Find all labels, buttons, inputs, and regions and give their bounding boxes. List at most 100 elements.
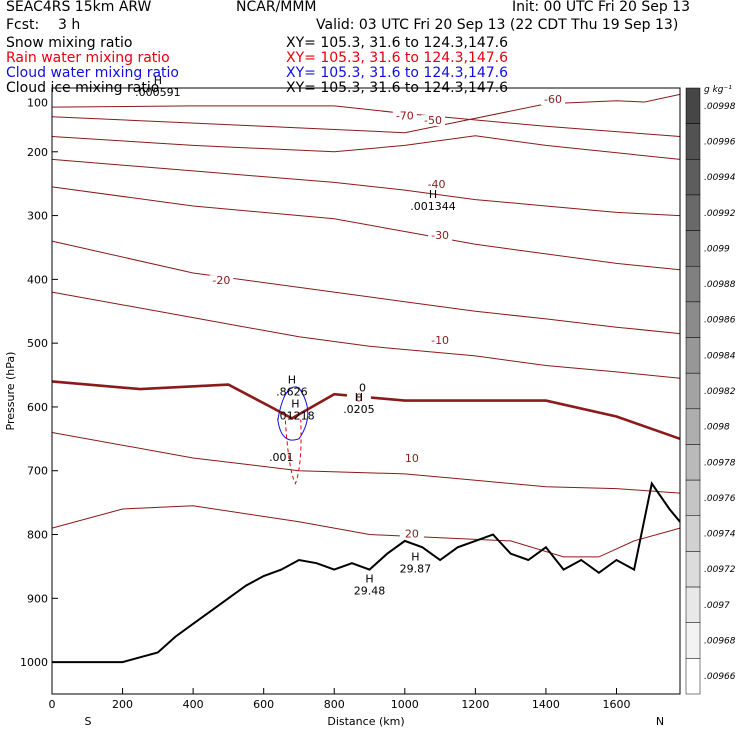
y-tick-label-top: 100 <box>27 97 48 110</box>
contour-label-0: -70 <box>396 110 414 123</box>
colorbar-swatch-0 <box>685 87 701 124</box>
annotation-value-5: 29.87 <box>400 562 432 575</box>
x-tick-label-7: 1400 <box>532 698 560 711</box>
temperature-contour-2 <box>51 135 681 160</box>
colorbar-swatch-2 <box>685 159 701 196</box>
plot-frame <box>51 87 681 695</box>
colorbar-label-13: .00972 <box>704 565 736 575</box>
y-tick-label-8: 1000 <box>20 656 48 669</box>
contour-label-7: 0 <box>355 392 362 405</box>
rain-water-contour <box>284 413 302 485</box>
colorbar-swatch-6 <box>685 301 701 338</box>
contour-label-bg-3 <box>424 178 449 190</box>
annotation-value-0: .000591 <box>135 86 181 99</box>
y-axis-title: Pressure (hPa) <box>4 352 17 431</box>
annotation-h-5: H <box>411 550 419 563</box>
annotation-h-2: H <box>288 374 296 387</box>
colorbar-swatch-8 <box>685 372 701 410</box>
center-name: NCAR/MMM <box>236 0 317 15</box>
temperature-contour-8 <box>51 432 681 494</box>
y-tick-label-5: 700 <box>27 465 48 478</box>
temperature-contour-1 <box>51 93 681 134</box>
contour-label-bg-0 <box>392 110 417 122</box>
y-tick-label-7: 900 <box>27 592 48 605</box>
colorbar-label-6: .00986 <box>704 316 736 326</box>
contour-label-4: -30 <box>431 229 449 242</box>
contour-label-bg-9 <box>399 528 424 540</box>
terrain-line <box>52 481 681 664</box>
contour-label-1: -60 <box>544 93 562 106</box>
y-tick-label-1: 300 <box>27 210 48 223</box>
colorbar-swatch-14 <box>685 586 701 623</box>
colorbar-label-0: .00998 <box>704 102 736 112</box>
contour-label-bg-2 <box>421 115 446 127</box>
contour-label-bg-8 <box>399 453 424 465</box>
x-tick-label-0: 0 <box>49 698 56 711</box>
init-time: Init: 00 UTC Fri 20 Sep 13 <box>512 0 691 15</box>
colorbar-label-11: .00976 <box>704 494 736 504</box>
colorbar-swatch-11 <box>685 479 701 517</box>
x-axis-title: Distance (km) <box>327 715 404 728</box>
colorbar-swatch-4 <box>685 230 701 267</box>
colorbar-label-9: .0098 <box>704 423 730 433</box>
contour-label-6: -10 <box>431 334 449 347</box>
endpoint-label-left: S <box>85 715 92 728</box>
temperature-contour-0 <box>51 105 681 137</box>
annotation-value-1: .001344 <box>410 200 456 213</box>
colorbar-swatch-3 <box>685 194 701 231</box>
fcst-label: Fcst: <box>6 17 40 33</box>
contour-label-bg-4 <box>428 229 453 241</box>
colorbar-label-3: .00992 <box>704 209 736 219</box>
annotation-value-6: 29.48 <box>354 585 386 598</box>
colorbar-swatch-9 <box>685 408 701 445</box>
valid-time: Valid: 03 UTC Fri 20 Sep 13 (22 CDT Thu … <box>316 17 679 33</box>
colorbar-label-12: .00974 <box>704 530 736 540</box>
colorbar-swatch-15 <box>685 622 701 659</box>
colorbar-label-1: .00996 <box>704 137 736 147</box>
temperature-contour-5 <box>51 240 681 335</box>
x-tick-label-4: 800 <box>324 698 345 711</box>
annotation-value-8: .001 <box>269 451 294 464</box>
temperature-contour-7 <box>51 380 681 441</box>
x-tick-label-3: 600 <box>253 698 274 711</box>
colorbar-swatch-12 <box>685 515 701 552</box>
y-tick-label-3: 500 <box>27 337 48 350</box>
colorbar-label-15: .00968 <box>704 637 736 647</box>
colorbar-label-8: .00982 <box>704 387 736 397</box>
colorbar-swatch-10 <box>685 444 701 481</box>
colorbar-swatch-13 <box>685 551 701 588</box>
contour-label-bg-5 <box>209 275 234 287</box>
colorbar-label-2: .00994 <box>704 173 736 183</box>
temperature-contour-4 <box>51 186 681 271</box>
colorbar-swatch-7 <box>685 337 701 374</box>
contour-label-bg-7 <box>346 392 371 404</box>
x-tick-label-5: 1000 <box>391 698 419 711</box>
endpoint-label-right: N <box>656 715 664 728</box>
field-1-xy: XY= 105.3, 31.6 to 124.3,147.6 <box>286 50 509 66</box>
contour-label-9: 20 <box>405 527 419 540</box>
contour-label-bg-6 <box>428 335 453 347</box>
colorbar-swatch-5 <box>685 265 701 303</box>
contour-label-2: -50 <box>424 114 442 127</box>
field-0-name: Snow mixing ratio <box>6 35 133 51</box>
field-1-name: Rain water mixing ratio <box>6 50 170 66</box>
annotation-h-1: H <box>429 188 437 201</box>
colorbar-label-4: .0099 <box>704 244 730 254</box>
contour-label-3: -40 <box>428 178 446 191</box>
field-2-xy: XY= 105.3, 31.6 to 124.3,147.6 <box>286 65 509 81</box>
contour-label-5: -20 <box>212 274 230 287</box>
colorbar-label-14: .0097 <box>704 601 730 611</box>
x-tick-label-8: 1600 <box>602 698 630 711</box>
x-tick-label-2: 400 <box>183 698 204 711</box>
annotation-h-7: 0 <box>359 381 366 394</box>
fcst-value: 3 h <box>58 17 81 33</box>
model-name: SEAC4RS 15km ARW <box>6 0 152 15</box>
colorbar-swatch-16 <box>685 658 701 695</box>
y-tick-label-2: 400 <box>27 273 48 286</box>
contour-label-8: 10 <box>405 452 419 465</box>
cloud-water-contour <box>277 386 309 441</box>
annotation-h-4: H <box>355 391 363 404</box>
annotation-h-0: H <box>154 74 162 87</box>
colorbar-label-7: .00984 <box>704 351 736 361</box>
annotation-h-6: H <box>365 573 373 586</box>
